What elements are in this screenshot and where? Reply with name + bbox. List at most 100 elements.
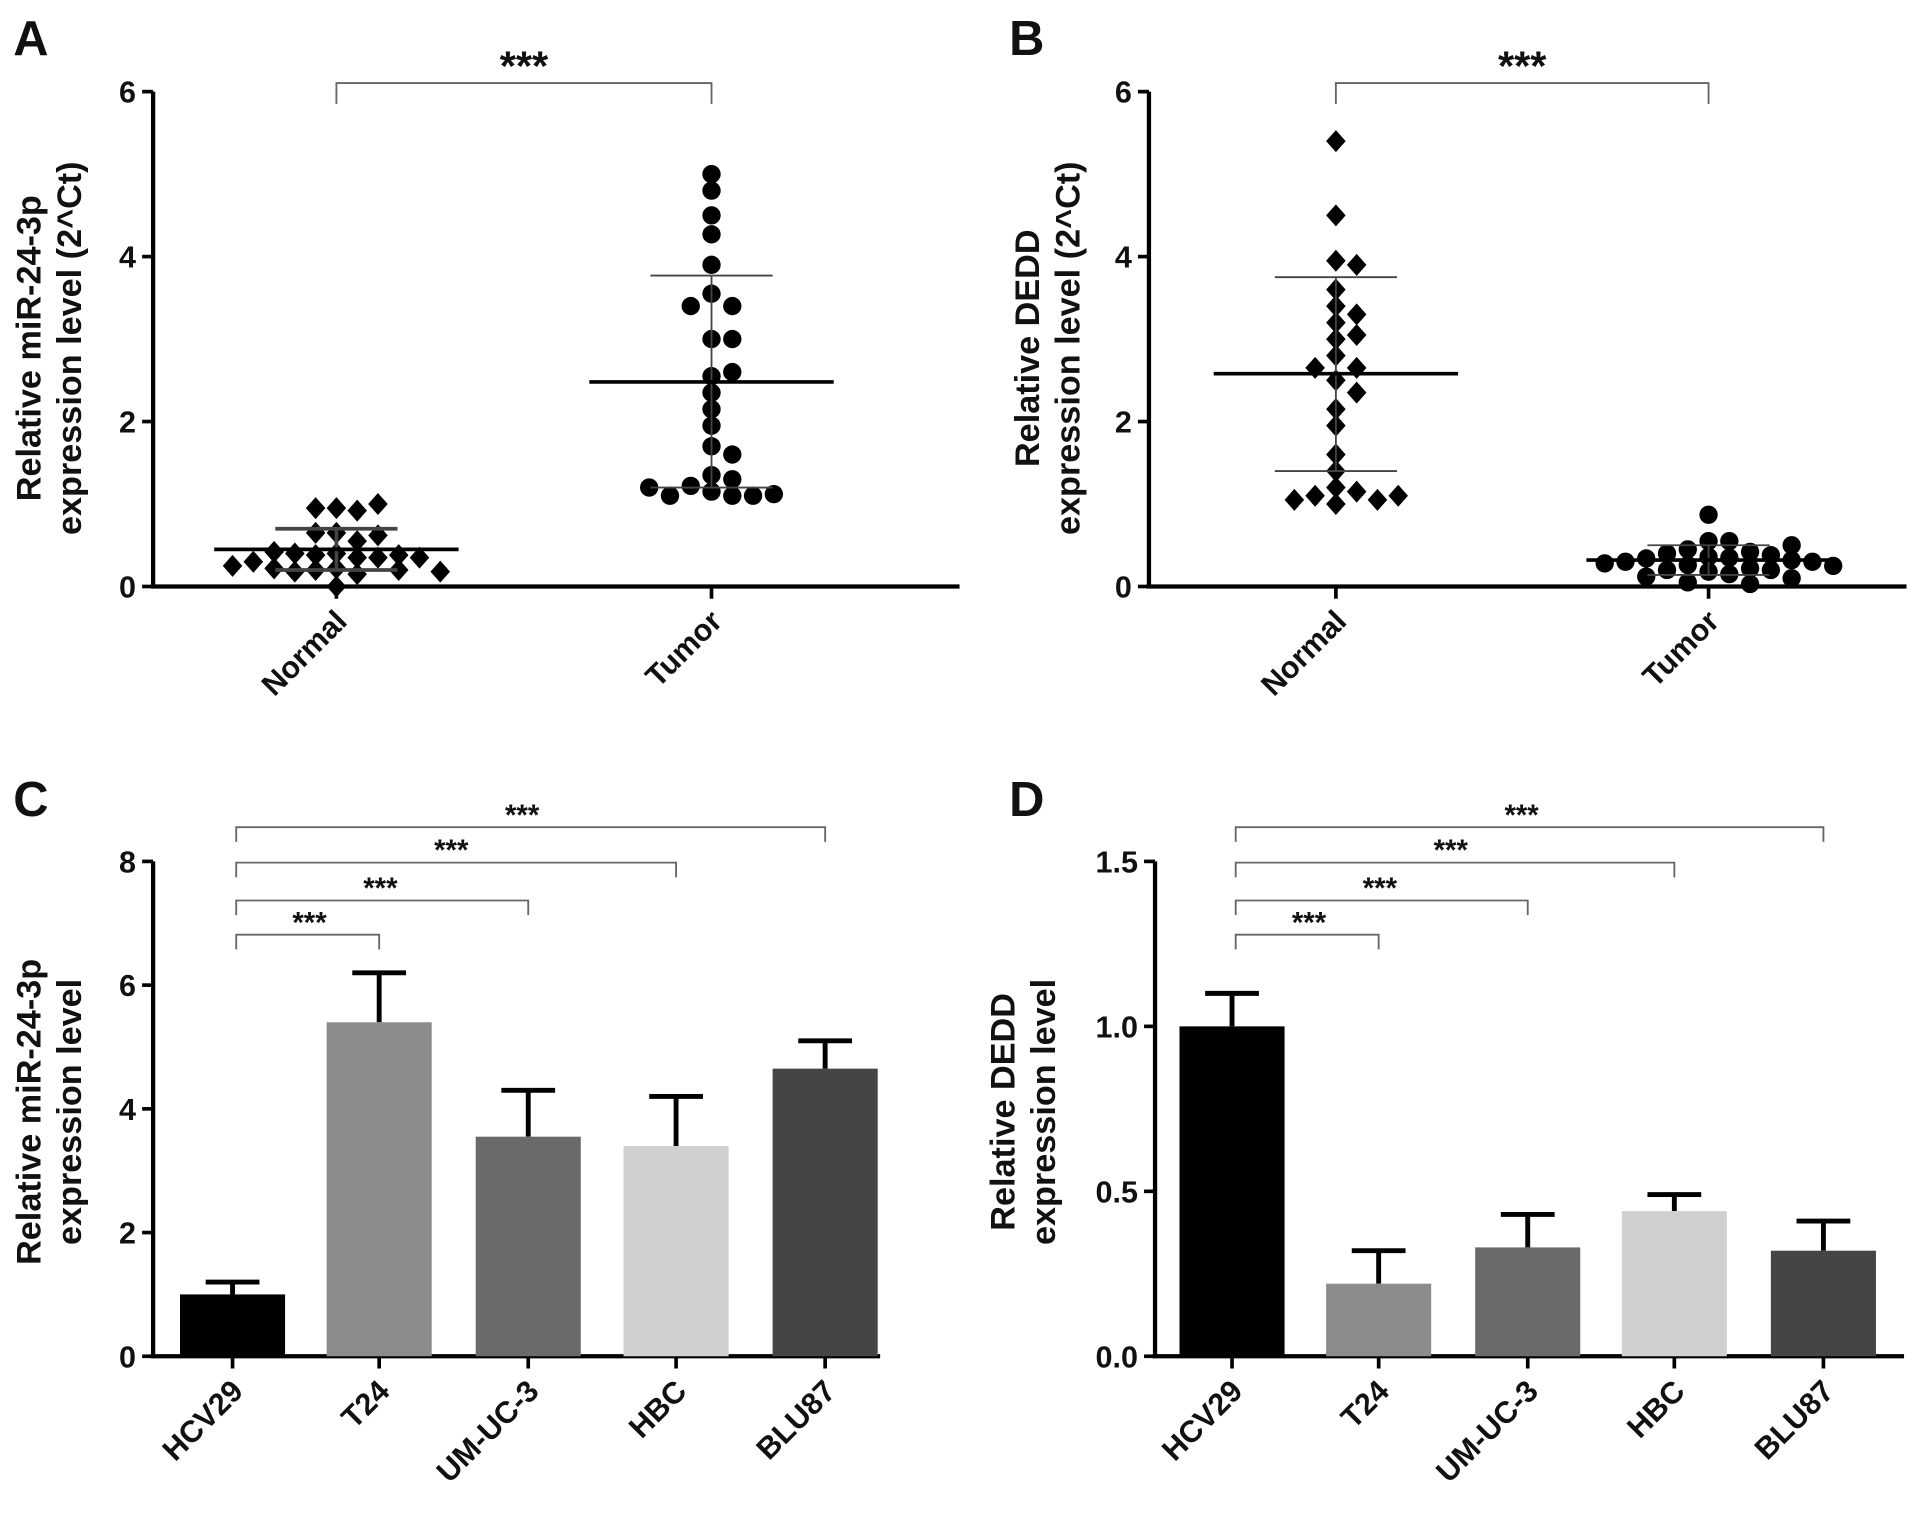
data-point-diamond [1326, 249, 1346, 272]
data-point-circle [723, 445, 742, 464]
data-point-circle [681, 476, 700, 496]
data-point-diamond [347, 546, 367, 569]
y-tick-label: 0.0 [1095, 1340, 1137, 1374]
data-point-circle [1595, 554, 1614, 573]
significance-label: *** [1498, 43, 1547, 90]
data-point-circle [1720, 531, 1739, 551]
data-point-diamond [347, 530, 367, 553]
y-tick-label: 2 [119, 406, 136, 440]
y-tick-label: 1.5 [1095, 845, 1137, 879]
data-point-circle [723, 329, 742, 349]
significance-label: *** [292, 906, 327, 939]
x-tick-label: T24 [335, 1374, 396, 1435]
y-tick-label: 0 [119, 570, 136, 604]
data-point-circle [640, 478, 659, 497]
significance-bracket [1234, 826, 1825, 842]
data-point-diamond [326, 575, 347, 598]
data-point-diamond [368, 493, 388, 516]
data-point-diamond [347, 563, 367, 586]
x-tick-label: HCV29 [1156, 1374, 1250, 1468]
significance-label: *** [1504, 799, 1539, 832]
significance-bracket [1234, 861, 1676, 878]
bar-blu87 [772, 1068, 878, 1357]
significance-label: *** [1292, 906, 1327, 939]
data-point-circle [1678, 540, 1697, 559]
y-tick-label: 0 [119, 1340, 136, 1374]
data-point-circle [723, 362, 742, 382]
significance-bracket [235, 861, 677, 878]
significance-bracket [1234, 899, 1529, 916]
y-tick-label: 1.0 [1095, 1010, 1137, 1044]
x-tick-label: BLU87 [1748, 1374, 1840, 1466]
y-tick-label: 2 [1115, 406, 1132, 440]
y-axis-label-line: Relative DEDD [985, 993, 1023, 1231]
data-point-circle [723, 470, 742, 489]
significance-bracket [235, 899, 530, 916]
panel-c: C 0 2 4 6 8 Relative miR-24-3pexpression level… [11, 773, 881, 1489]
y-axis-label: Relative miR-24-3pexpression level (2^Ct… [11, 161, 89, 535]
x-tick-label: HBC [622, 1374, 693, 1445]
significance-bracket [1234, 933, 1380, 950]
data-point-diamond [1326, 130, 1346, 153]
y-axis-label-line: expression level [51, 979, 89, 1245]
data-point-circle [1740, 542, 1760, 562]
bar-hcv29 [1179, 1026, 1285, 1357]
data-point-diamond [243, 550, 264, 573]
data-point-diamond [1346, 253, 1367, 276]
x-tick-label: T24 [1335, 1374, 1396, 1435]
y-tick-label: 8 [119, 845, 136, 879]
bar-um-uc-3 [1475, 1247, 1581, 1357]
y-tick-label: 4 [1115, 241, 1132, 275]
data-point-diamond [1326, 204, 1346, 227]
data-point-circle [1782, 569, 1801, 588]
data-point-circle [681, 296, 700, 316]
data-point-circle [1657, 544, 1677, 563]
data-point-circle [1699, 505, 1718, 524]
y-axis-label-line: Relative miR-24-3p [11, 959, 49, 1265]
data-point-circle [1637, 567, 1656, 586]
data-point-diamond [347, 499, 367, 522]
data-point-diamond [430, 560, 451, 583]
significance-bracket [335, 82, 713, 104]
x-tick-label: HCV29 [156, 1374, 250, 1468]
bar-t24 [326, 1022, 432, 1357]
y-tick-label: 6 [119, 76, 136, 110]
y-axis-label: Relative DEDDexpression level [985, 979, 1063, 1245]
x-tick-label: UM-UC-3 [1430, 1374, 1545, 1489]
x-tick-label: Normal [255, 604, 353, 702]
data-point-diamond [1305, 356, 1325, 379]
y-tick-label: 4 [119, 241, 136, 275]
x-tick-label: UM-UC-3 [430, 1374, 545, 1489]
y-tick-label: 0 [1115, 570, 1132, 604]
data-point-diamond [1326, 493, 1346, 516]
data-point-diamond [305, 521, 326, 544]
data-point-circle [1720, 548, 1739, 567]
panel-d: D 0.0 0.5 1.0 1.5 Relative DEDDexpression lev… [985, 773, 1905, 1489]
data-point-circle [1782, 536, 1801, 555]
data-point-diamond [222, 554, 243, 577]
data-point-circle [723, 296, 742, 316]
panel-label: B [1009, 12, 1044, 66]
significance-label: *** [500, 43, 549, 90]
data-point-diamond [1388, 484, 1408, 507]
significance-bracket [235, 933, 381, 950]
data-point-circle [1740, 574, 1760, 594]
data-point-circle [702, 225, 721, 244]
data-point-circle [1740, 559, 1760, 578]
data-point-circle [660, 486, 680, 505]
y-tick-label: 6 [119, 969, 136, 1003]
bar-blu87 [1770, 1250, 1876, 1357]
y-axis-label-line: expression level (2^Ct) [51, 161, 89, 535]
data-point-diamond [1326, 476, 1346, 499]
significance-label: *** [1363, 872, 1398, 905]
x-tick-label: HBC [1621, 1374, 1692, 1445]
bar-hcv29 [180, 1294, 286, 1357]
bar-um-uc-3 [475, 1136, 581, 1357]
data-point-circle [743, 486, 763, 505]
significance-bracket [235, 826, 827, 842]
data-point-circle [702, 181, 721, 200]
data-point-diamond [1305, 484, 1325, 507]
significance-label: *** [505, 799, 540, 832]
data-point-circle [1761, 560, 1781, 580]
y-tick-label: 4 [119, 1093, 136, 1127]
